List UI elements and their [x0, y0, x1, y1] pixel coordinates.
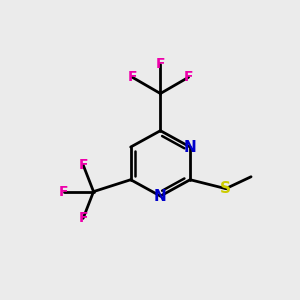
Text: F: F	[59, 184, 69, 199]
Text: F: F	[78, 212, 88, 225]
Text: F: F	[128, 70, 137, 84]
Text: F: F	[78, 158, 88, 172]
Text: N: N	[154, 189, 167, 204]
Text: F: F	[156, 57, 165, 71]
Text: S: S	[220, 181, 231, 196]
Text: N: N	[184, 140, 196, 154]
Text: F: F	[184, 70, 194, 84]
